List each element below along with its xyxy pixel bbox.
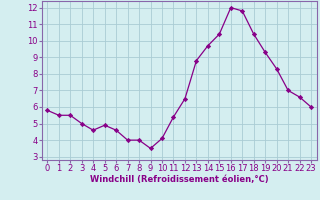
X-axis label: Windchill (Refroidissement éolien,°C): Windchill (Refroidissement éolien,°C) xyxy=(90,175,268,184)
